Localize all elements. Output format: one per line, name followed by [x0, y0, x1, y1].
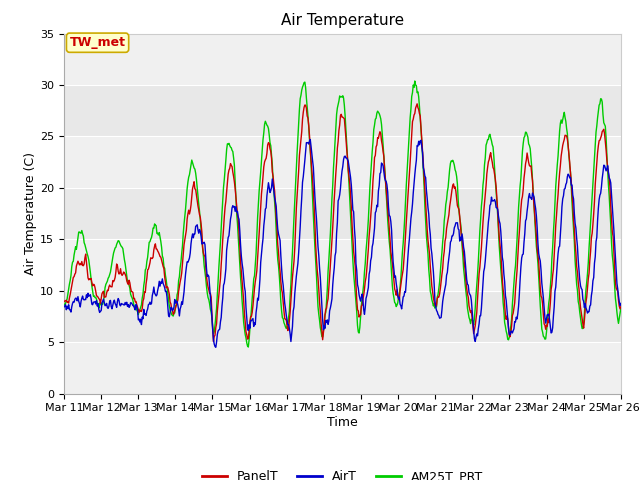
Text: TW_met: TW_met: [70, 36, 125, 49]
AM25T_PRT: [412, 82, 419, 88]
Bar: [64, 240, 621, 291]
Bar: [64, 34, 621, 85]
Bar: [64, 291, 621, 342]
X-axis label: Time: Time: [327, 416, 358, 429]
Bar: [64, 85, 621, 136]
PanelT: [214, 300, 222, 306]
AM25T_PRT: [60, 301, 68, 307]
AirT: [214, 328, 222, 334]
Line: PanelT: PanelT: [64, 104, 621, 341]
AM25T_PRT: [411, 78, 419, 84]
Y-axis label: Air Temperature (C): Air Temperature (C): [24, 152, 37, 275]
AirT: [184, 259, 192, 265]
Title: Air Temperature: Air Temperature: [281, 13, 404, 28]
AM25T_PRT: [127, 294, 135, 300]
Bar: [64, 342, 621, 394]
Bar: [64, 188, 621, 240]
AM25T_PRT: [214, 291, 221, 297]
AirT: [60, 304, 68, 310]
Line: AirT: AirT: [64, 140, 621, 348]
AM25T_PRT: [244, 344, 252, 350]
PanelT: [127, 288, 135, 294]
Line: AM25T_PRT: AM25T_PRT: [64, 81, 621, 347]
Bar: [64, 136, 621, 188]
AM25T_PRT: [617, 306, 625, 312]
AirT: [212, 345, 220, 350]
Legend: PanelT, AirT, AM25T_PRT: PanelT, AirT, AM25T_PRT: [196, 465, 488, 480]
AirT: [307, 137, 314, 143]
PanelT: [411, 110, 419, 116]
AirT: [617, 300, 625, 306]
PanelT: [184, 211, 192, 216]
PanelT: [210, 338, 218, 344]
AM25T_PRT: [70, 252, 78, 258]
PanelT: [428, 283, 436, 289]
AirT: [127, 300, 135, 306]
AirT: [70, 300, 78, 305]
AirT: [428, 251, 436, 257]
PanelT: [617, 304, 625, 310]
PanelT: [60, 299, 68, 304]
PanelT: [70, 274, 78, 279]
AM25T_PRT: [428, 297, 436, 302]
AirT: [412, 164, 419, 169]
AM25T_PRT: [184, 179, 192, 185]
PanelT: [413, 101, 421, 107]
